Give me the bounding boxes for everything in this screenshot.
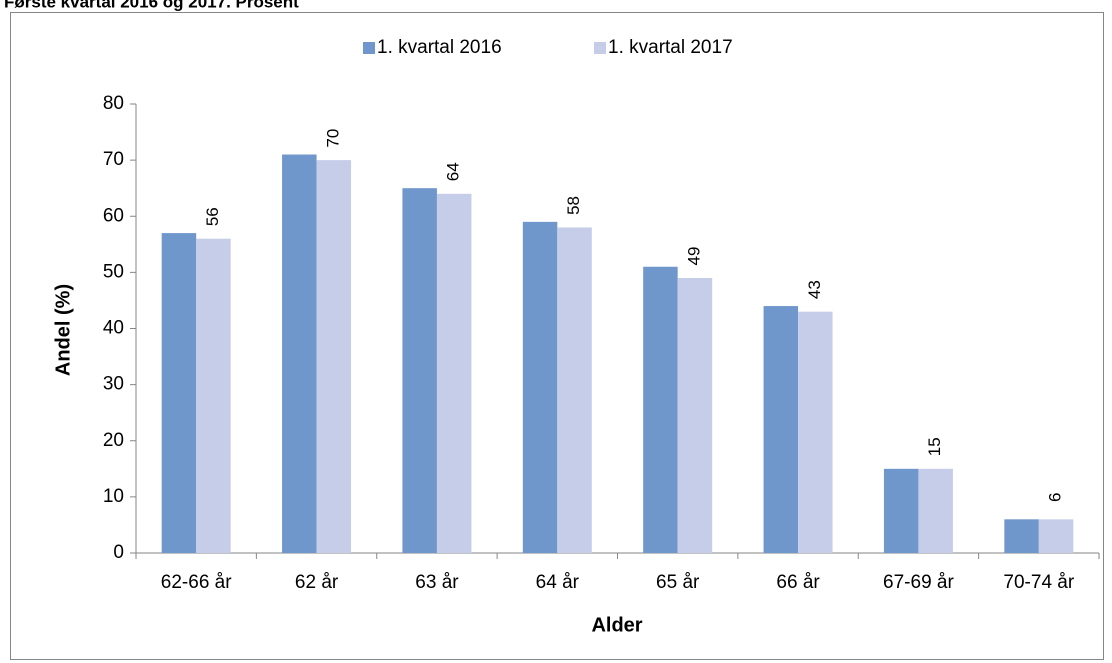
bar <box>522 221 558 554</box>
data-label: 64 <box>444 162 463 181</box>
y-tick-label: 80 <box>103 93 124 114</box>
data-label: 6 <box>1046 493 1065 502</box>
legend-swatch <box>363 42 375 54</box>
data-label: 58 <box>564 196 583 215</box>
data-label: 70 <box>323 129 342 148</box>
y-axis-label: Andel (%) <box>52 284 74 376</box>
legend-label: 1. kvartal 2017 <box>608 37 733 58</box>
bar <box>436 193 472 554</box>
y-tick-label: 30 <box>103 374 124 395</box>
bar <box>196 238 231 553</box>
bar <box>402 188 437 553</box>
data-label: 15 <box>925 437 944 456</box>
bar <box>557 227 592 553</box>
data-label: 43 <box>805 280 824 299</box>
bar <box>677 277 713 553</box>
bar <box>1038 519 1074 553</box>
bar <box>883 468 919 553</box>
x-tick-label: 65 år <box>656 572 700 593</box>
data-label: 49 <box>684 247 703 266</box>
bar <box>918 468 953 553</box>
bar <box>1004 519 1039 553</box>
bar <box>282 154 317 553</box>
chart-title: Første kvartal 2016 og 2017. Prosent <box>4 0 299 11</box>
bar <box>763 306 799 553</box>
x-tick-label: 64 år <box>536 572 580 593</box>
y-tick-label: 40 <box>103 318 124 339</box>
y-tick-label: 20 <box>103 430 124 451</box>
y-tick-label: 70 <box>103 149 124 170</box>
y-tick-label: 0 <box>113 542 124 563</box>
x-axis-label: Alder <box>591 614 642 636</box>
x-tick-label: 62 år <box>295 572 339 593</box>
y-tick-label: 10 <box>103 486 124 507</box>
x-tick-label: 63 år <box>415 572 459 593</box>
x-tick-label: 62-66 år <box>161 572 232 593</box>
x-tick-label: 67-69 år <box>883 572 954 593</box>
bar <box>316 160 352 553</box>
x-tick-label: 66 år <box>776 572 820 593</box>
y-tick-label: 60 <box>103 205 124 226</box>
data-label: 56 <box>203 207 222 226</box>
y-tick-label: 50 <box>103 261 124 282</box>
x-tick-label: 70-74 år <box>1003 572 1074 593</box>
bar <box>161 233 197 553</box>
legend-swatch <box>594 42 606 54</box>
bar <box>798 311 833 553</box>
bar <box>643 266 678 553</box>
legend-label: 1. kvartal 2016 <box>377 37 502 58</box>
